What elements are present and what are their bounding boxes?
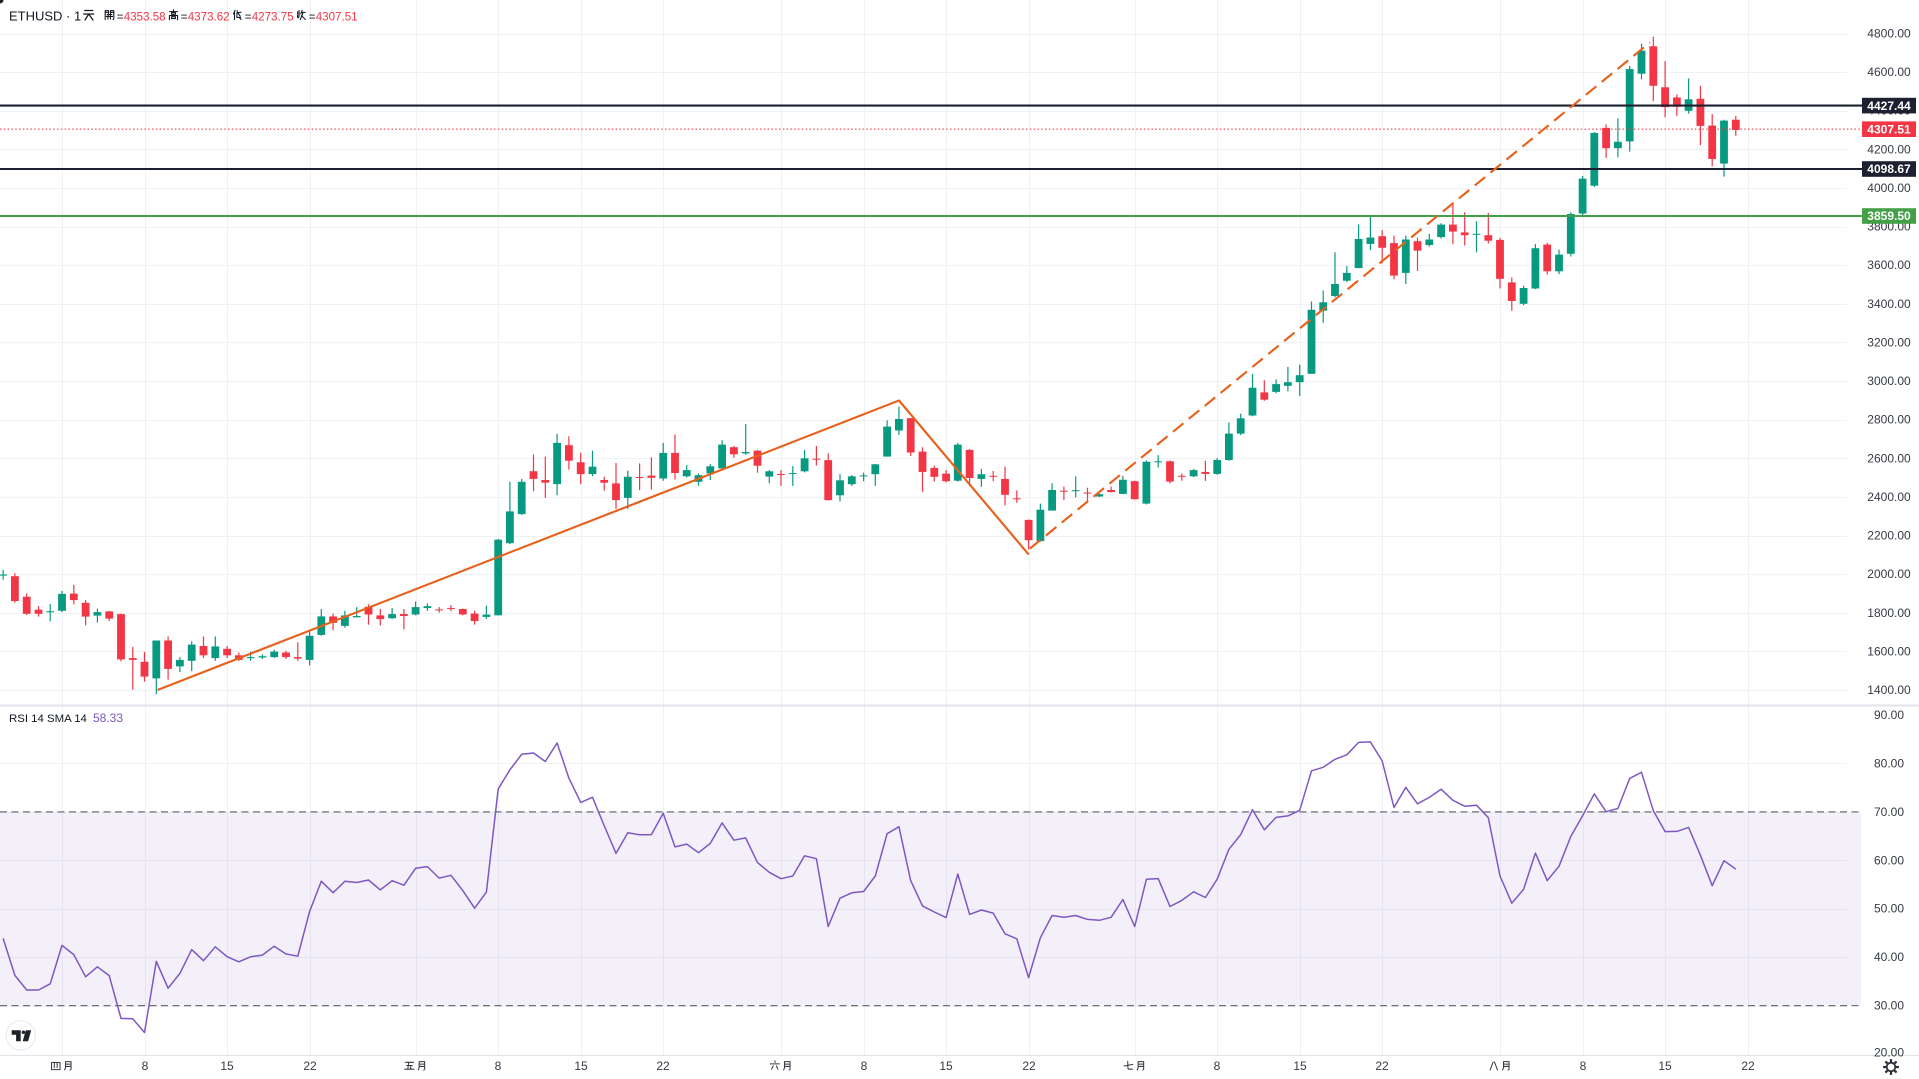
svg-text:4600.00: 4600.00 xyxy=(1867,65,1911,79)
svg-text:2800.00: 2800.00 xyxy=(1867,413,1911,427)
svg-text:3859.50: 3859.50 xyxy=(1867,209,1911,223)
svg-text:90.00: 90.00 xyxy=(1874,708,1904,722)
svg-text:3000.00: 3000.00 xyxy=(1867,374,1911,388)
svg-text:4307.51: 4307.51 xyxy=(1867,122,1911,136)
svg-text:15: 15 xyxy=(1658,1059,1672,1073)
svg-text:3400.00: 3400.00 xyxy=(1867,297,1911,311)
svg-text:4353.58: 4353.58 xyxy=(124,11,166,24)
svg-text:3600.00: 3600.00 xyxy=(1867,258,1911,272)
svg-text:2400.00: 2400.00 xyxy=(1867,490,1911,504)
svg-text:2200.00: 2200.00 xyxy=(1867,529,1911,543)
svg-text:4098.67: 4098.67 xyxy=(1867,162,1911,176)
svg-text:22: 22 xyxy=(1022,1059,1036,1073)
svg-text:15: 15 xyxy=(574,1059,588,1073)
svg-text:4373.62: 4373.62 xyxy=(188,11,230,24)
svg-text:8: 8 xyxy=(495,1059,502,1073)
svg-text:8: 8 xyxy=(1214,1059,1221,1073)
svg-text:8: 8 xyxy=(861,1059,868,1073)
svg-text:=: = xyxy=(245,11,252,24)
svg-text:4800.00: 4800.00 xyxy=(1867,27,1911,41)
svg-text:22: 22 xyxy=(303,1059,317,1073)
svg-text:=: = xyxy=(309,11,316,24)
svg-text:4000.00: 4000.00 xyxy=(1867,181,1911,195)
svg-text:4273.75: 4273.75 xyxy=(252,11,294,24)
svg-text:1400.00: 1400.00 xyxy=(1867,683,1911,697)
svg-text:70.00: 70.00 xyxy=(1874,805,1904,819)
svg-text:22: 22 xyxy=(656,1059,670,1073)
svg-text:RSI 14 SMA 14: RSI 14 SMA 14 xyxy=(9,713,87,725)
svg-text:4307.51: 4307.51 xyxy=(316,11,358,24)
svg-text:1800.00: 1800.00 xyxy=(1867,606,1911,620)
svg-text:3200.00: 3200.00 xyxy=(1867,336,1911,350)
svg-text:15: 15 xyxy=(220,1059,234,1073)
svg-text:2600.00: 2600.00 xyxy=(1867,451,1911,465)
svg-text:58.33: 58.33 xyxy=(93,711,123,725)
svg-text:22: 22 xyxy=(1741,1059,1755,1073)
svg-text:2000.00: 2000.00 xyxy=(1867,567,1911,581)
svg-text:80.00: 80.00 xyxy=(1874,756,1904,770)
svg-text:ETHUSD · 1: ETHUSD · 1 xyxy=(9,9,81,24)
svg-text:50.00: 50.00 xyxy=(1874,902,1904,916)
svg-text:8: 8 xyxy=(142,1059,149,1073)
svg-text:4200.00: 4200.00 xyxy=(1867,142,1911,156)
svg-text:8: 8 xyxy=(1580,1059,1587,1073)
svg-text:22: 22 xyxy=(1375,1059,1389,1073)
svg-text:15: 15 xyxy=(939,1059,953,1073)
svg-text:30.00: 30.00 xyxy=(1874,999,1904,1013)
svg-text:40.00: 40.00 xyxy=(1874,950,1904,964)
svg-text:4427.44: 4427.44 xyxy=(1867,99,1911,113)
svg-text:60.00: 60.00 xyxy=(1874,853,1904,867)
svg-text:=: = xyxy=(117,11,124,24)
svg-text:=: = xyxy=(181,11,188,24)
svg-text:15: 15 xyxy=(1293,1059,1307,1073)
svg-text:1600.00: 1600.00 xyxy=(1867,644,1911,658)
svg-text:20.00: 20.00 xyxy=(1874,1046,1904,1060)
